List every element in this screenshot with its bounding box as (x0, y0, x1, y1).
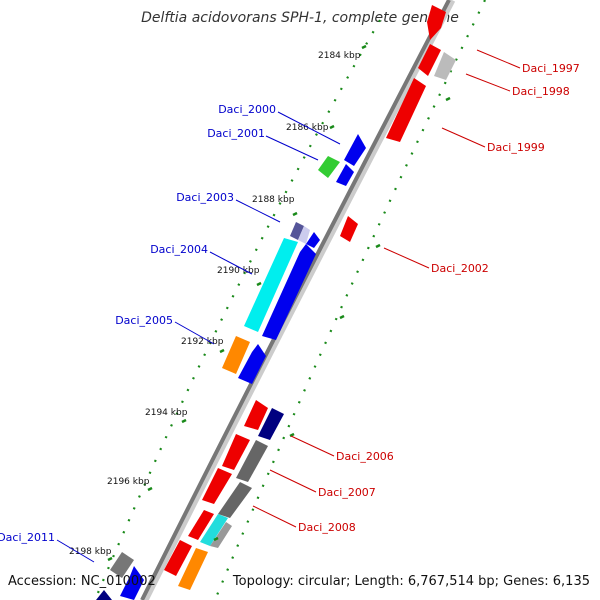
gene-label[interactable]: Daci_2003 (176, 191, 234, 204)
tick-labels: 2184 kbp 2186 kbp 2188 kbp 2190 kbp 2192 kbp… (69, 51, 361, 557)
gene-arrow-grey-lower[interactable] (210, 522, 232, 548)
gene-label[interactable]: Daci_2007 (318, 486, 376, 499)
gene-arrow-daci-1998-a[interactable] (418, 44, 441, 76)
gene-labels: Daci_1997 Daci_1998 Daci_1999 Daci_2000 Daci… (0, 62, 580, 544)
gene-arrow-daci-2011-navy[interactable] (96, 590, 112, 600)
leader-line (265, 135, 319, 161)
gene-arrow-daci-2005-orange[interactable] (222, 336, 250, 374)
gene-label[interactable]: Daci_1998 (512, 85, 570, 98)
gene-arrow-daci-2004-blue[interactable] (262, 244, 316, 340)
accession-label: Accession: NC_010002 (8, 574, 156, 589)
gene-arrow-daci-2004-cyan[interactable] (244, 238, 298, 332)
gene-arrow-daci-2008-b[interactable] (218, 482, 252, 518)
leader-line (269, 469, 317, 493)
leader-line (277, 111, 341, 145)
gene-arrow-daci-2000[interactable] (344, 134, 366, 166)
tick-label: 2190 kbp (217, 266, 260, 276)
gene-arrow-daci-1999[interactable] (386, 78, 426, 142)
leader-line (252, 505, 297, 528)
leader-line (465, 73, 511, 92)
gene-arrow-daci-2006-b[interactable] (258, 408, 284, 440)
gene-arrow-daci-2002[interactable] (340, 216, 358, 242)
tick-label: 2192 kbp (181, 337, 224, 347)
leader-line (56, 539, 95, 563)
leader-line (383, 247, 430, 269)
gene-arrow-red-bottom[interactable] (164, 540, 192, 576)
gene-arrow-daci-2003-c[interactable] (306, 232, 320, 248)
gene-arrow-daci-2003-b[interactable] (298, 226, 310, 244)
tick-label: 2186 kbp (286, 123, 329, 133)
gene-label[interactable]: Daci_2011 (0, 531, 55, 544)
gene-label[interactable]: Daci_2000 (218, 103, 276, 116)
gene-arrow-grey-c[interactable] (188, 510, 214, 540)
leader-line (209, 251, 253, 275)
gene-arrow-daci-2001-a[interactable] (318, 156, 340, 178)
backbone (140, 0, 451, 600)
leader-line (235, 199, 281, 223)
label-leaders (56, 49, 521, 563)
gene-label[interactable]: Daci_2006 (336, 450, 394, 463)
tick-label: 2198 kbp (69, 547, 112, 557)
gene-arrow-daci-2005-blue[interactable] (238, 344, 266, 384)
gene-arrow-daci-2008-a[interactable] (202, 468, 232, 504)
backbone-shadow (141, 0, 456, 600)
gene-label[interactable]: Daci_1999 (487, 141, 545, 154)
gene-label[interactable]: Daci_2008 (298, 521, 356, 534)
plus-strand-genes (96, 134, 366, 600)
gene-arrow-daci-1997[interactable] (427, 5, 446, 40)
leader-line (476, 49, 521, 69)
tick-label: 2184 kbp (318, 51, 361, 61)
minus-strand-genes (164, 5, 456, 590)
gene-label[interactable]: Daci_2005 (115, 314, 173, 327)
tick-label: 2188 kbp (252, 195, 295, 205)
tick-marks (107, 44, 451, 562)
gene-arrow-daci-2006[interactable] (244, 400, 268, 430)
map-title: Delftia acidovorans SPH-1, complete geno… (141, 10, 459, 26)
gene-label[interactable]: Daci_1997 (522, 62, 580, 75)
tick-label: 2194 kbp (145, 408, 188, 418)
tick-label: 2196 kbp (107, 477, 150, 487)
topology-label: Topology: circular; Length: 6,767,514 bp… (232, 574, 590, 589)
gene-arrow-daci-1998-b[interactable] (434, 52, 456, 80)
gene-arrow-orange-bottom[interactable] (178, 548, 208, 590)
gene-label[interactable]: Daci_2001 (207, 127, 265, 140)
leader-line (441, 127, 486, 148)
gene-arrow-cyan-lower[interactable] (200, 514, 228, 546)
gene-arrow-daci-2003-a[interactable] (290, 222, 304, 240)
gene-label[interactable]: Daci_2004 (150, 243, 208, 256)
gene-arrow-daci-2001-b[interactable] (336, 164, 354, 186)
leader-line (174, 321, 215, 345)
gene-arrow-daci-2011-grey[interactable] (110, 552, 134, 578)
gene-arrow-daci-2007-a[interactable] (222, 434, 250, 470)
gene-arrow-daci-2007-b[interactable] (236, 440, 268, 482)
outer-dotted-track (213, 0, 486, 600)
gene-arrow-daci-2011-blue[interactable] (120, 566, 144, 600)
gene-label[interactable]: Daci_2002 (431, 262, 489, 275)
leader-line (290, 435, 335, 457)
